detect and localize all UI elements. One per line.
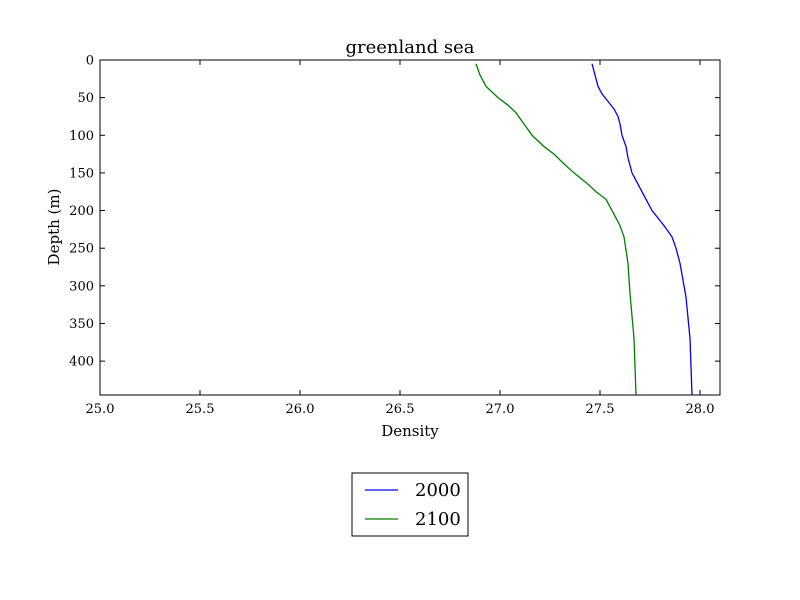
plot-frame [99,59,721,396]
x-tick-label: 25.5 [186,402,215,417]
y-tick-label: 0 [86,54,94,69]
x-tick-label: 26.0 [286,402,315,417]
x-axis-label: Density [381,422,439,440]
x-tick-label: 28.0 [686,402,715,417]
legend-label-2100: 2100 [415,509,461,530]
x-tick-label: 27.0 [486,402,515,417]
legend-label-2000: 2000 [415,480,461,501]
series-line-2100 [475,63,637,396]
y-tick-label: 200 [69,204,94,219]
y-tick-label: 400 [69,355,94,370]
x-tick-label: 26.5 [386,402,415,417]
x-tick-label: 25.0 [86,402,115,417]
y-tick-label: 100 [69,129,94,144]
y-axis-label: Depth (m) [45,189,63,266]
x-tick-label: 27.5 [586,402,615,417]
y-tick-label: 300 [69,279,94,294]
y-tick-label: 150 [69,166,94,181]
series-line-2000 [591,63,693,396]
series-layer [475,63,693,396]
y-tick-label: 250 [69,242,94,257]
legend: 2000 2100 [351,472,469,537]
y-axis: 0 50 100 150 200 250 300 350 400 [69,54,720,370]
legend-frame [351,472,469,537]
y-tick-label: 50 [77,91,94,106]
y-tick-label: 350 [69,317,94,332]
x-axis: 25.0 25.5 26.0 26.5 27.0 27.5 28.0 [86,60,715,417]
chart-title: greenland sea [346,37,475,58]
